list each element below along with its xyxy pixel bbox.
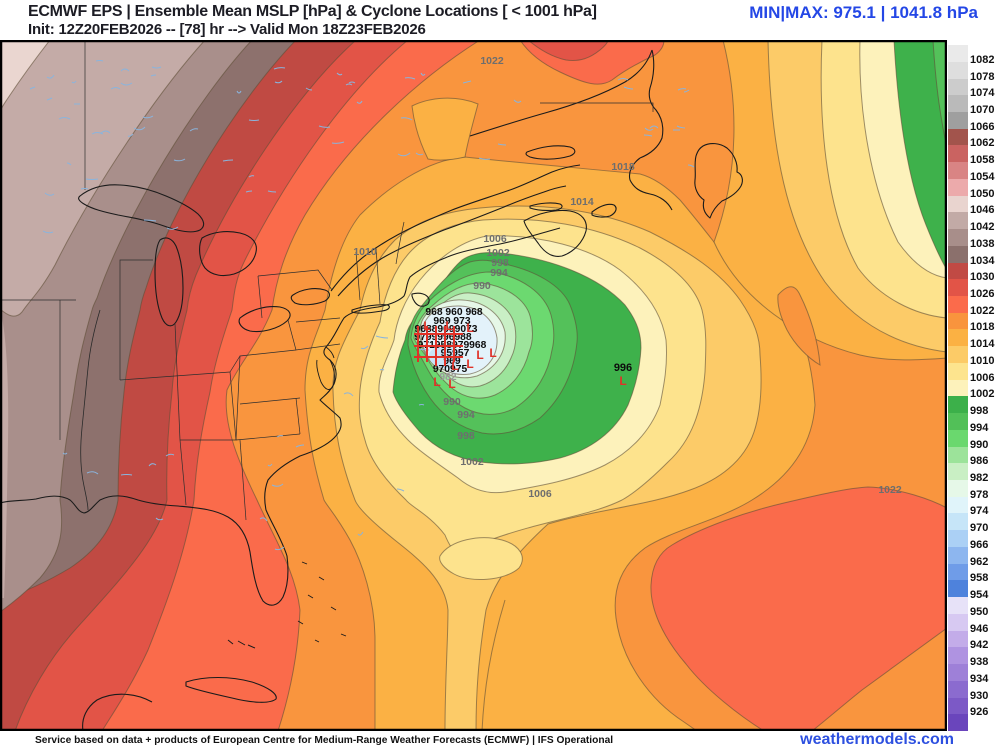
svg-text:1022: 1022: [480, 55, 504, 67]
svg-text:1018: 1018: [611, 161, 635, 173]
svg-text:95957: 95957: [441, 348, 470, 359]
svg-text:L: L: [466, 321, 473, 335]
svg-text:1010: 1010: [353, 246, 377, 258]
svg-text:L: L: [466, 357, 473, 371]
svg-text:96889099073: 96889099073: [415, 324, 478, 335]
svg-text:L: L: [445, 319, 452, 333]
svg-text:1006: 1006: [528, 488, 552, 500]
svg-text:L: L: [433, 375, 440, 389]
svg-text:L: L: [489, 346, 496, 360]
svg-text:996: 996: [614, 362, 632, 374]
svg-text:998: 998: [457, 430, 475, 442]
svg-text:L: L: [476, 348, 483, 362]
svg-text:990: 990: [473, 280, 491, 292]
svg-text:1006: 1006: [483, 233, 507, 245]
svg-text:994: 994: [490, 267, 508, 279]
svg-text:968 960 968: 968 960 968: [425, 307, 483, 318]
svg-text:969: 969: [443, 356, 460, 367]
svg-text:970975: 970975: [433, 364, 468, 375]
svg-text:L: L: [619, 374, 626, 388]
svg-text:990: 990: [443, 396, 461, 408]
svg-text:998: 998: [491, 257, 509, 269]
svg-text:1002: 1002: [460, 456, 484, 468]
svg-text:L: L: [448, 377, 455, 391]
svg-text:994: 994: [457, 409, 475, 421]
svg-text:L: L: [451, 359, 458, 373]
svg-text:9799996988: 9799996988: [414, 332, 472, 343]
svg-text:969 973: 969 973: [433, 316, 470, 327]
svg-text:1014: 1014: [570, 196, 594, 208]
svg-text:1022: 1022: [878, 484, 902, 496]
svg-text:1002: 1002: [486, 247, 510, 259]
svg-text:982: 982: [439, 372, 456, 383]
